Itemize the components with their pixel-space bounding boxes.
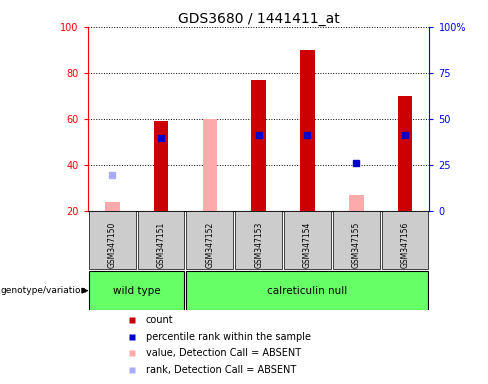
Bar — [138, 212, 184, 269]
Text: GSM347155: GSM347155 — [352, 222, 361, 268]
Text: calreticulin null: calreticulin null — [267, 286, 347, 296]
Text: count: count — [146, 315, 174, 325]
Bar — [89, 271, 184, 310]
Bar — [251, 80, 266, 212]
Text: genotype/variation: genotype/variation — [0, 286, 87, 295]
Bar — [398, 96, 412, 212]
Title: GDS3680 / 1441411_at: GDS3680 / 1441411_at — [178, 12, 340, 26]
Text: GSM347156: GSM347156 — [401, 222, 409, 268]
Bar — [105, 202, 120, 212]
Text: value, Detection Call = ABSENT: value, Detection Call = ABSENT — [146, 348, 301, 358]
Text: GSM347154: GSM347154 — [303, 222, 312, 268]
Bar — [154, 121, 168, 212]
Text: GSM347151: GSM347151 — [157, 222, 165, 268]
Bar — [89, 212, 136, 269]
Bar — [203, 119, 217, 212]
Bar — [284, 212, 331, 269]
Bar — [333, 212, 380, 269]
Bar — [382, 212, 428, 269]
Bar — [186, 271, 428, 310]
Bar — [186, 212, 233, 269]
Text: GSM347152: GSM347152 — [205, 222, 214, 268]
Bar — [235, 212, 282, 269]
Text: wild type: wild type — [113, 286, 161, 296]
Bar — [300, 50, 315, 212]
Text: rank, Detection Call = ABSENT: rank, Detection Call = ABSENT — [146, 365, 296, 375]
Text: GSM347150: GSM347150 — [108, 222, 117, 268]
Text: GSM347153: GSM347153 — [254, 222, 263, 268]
Bar — [349, 195, 364, 212]
Text: percentile rank within the sample: percentile rank within the sample — [146, 332, 311, 342]
